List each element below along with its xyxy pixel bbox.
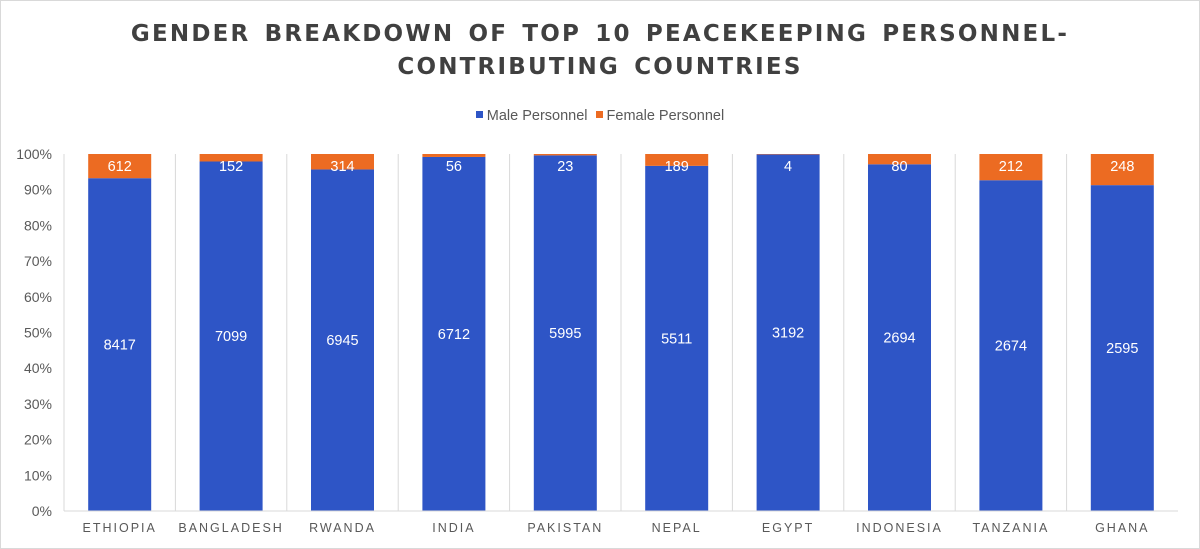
bar-male <box>1090 185 1154 511</box>
bar-female <box>645 154 709 166</box>
legend-label-male: Male Personnel <box>486 108 588 124</box>
bar-female <box>1090 154 1154 186</box>
bar-male <box>199 161 263 512</box>
y-tick-label: 20% <box>24 432 52 448</box>
y-tick-label: 30% <box>24 396 52 412</box>
bar-male <box>756 154 820 511</box>
chart-title-line-1: GENDER BREAKDOWN OF TOP 10 PEACEKEEPING … <box>130 21 1070 47</box>
bar-male <box>88 178 152 511</box>
bar-female <box>311 154 374 170</box>
legend-swatch-male <box>475 111 483 118</box>
bar-female <box>979 154 1043 181</box>
y-tick-label: 10% <box>24 467 52 483</box>
y-tick-label: 70% <box>24 253 52 269</box>
bar-male <box>422 156 486 511</box>
data-label-male: 5511 <box>661 331 692 347</box>
x-tick-label: NEPAL <box>652 521 702 535</box>
bar-female <box>88 154 152 179</box>
data-label-female: 314 <box>330 159 354 175</box>
legend-label-female: Female Personnel <box>606 108 725 124</box>
data-label-male: 5995 <box>549 326 581 342</box>
bar-female <box>533 154 597 156</box>
bar-female <box>199 154 263 162</box>
bar-female <box>422 154 486 157</box>
legend-item-female: Female Personnel <box>595 108 725 124</box>
x-tick-label: INDONESIA <box>856 521 943 535</box>
data-label-male: 6945 <box>326 333 358 349</box>
legend-swatch-female <box>595 111 603 118</box>
bar-male <box>645 165 709 511</box>
y-tick-label: 0% <box>32 503 52 519</box>
data-label-male: 2674 <box>995 339 1027 355</box>
x-tick-label: EGYPT <box>762 521 814 535</box>
data-label-male: 6712 <box>438 327 470 343</box>
data-label-female: 612 <box>108 159 132 175</box>
y-tick-label: 40% <box>24 360 52 376</box>
x-tick-label: INDIA <box>432 521 475 535</box>
x-tick-label: ETHIOPIA <box>83 521 157 535</box>
data-label-female: 248 <box>1110 159 1134 175</box>
data-label-female: 23 <box>557 159 573 175</box>
y-tick-label: 60% <box>24 289 52 305</box>
bar-male <box>868 164 931 512</box>
y-tick-label: 50% <box>24 325 52 341</box>
bar-male <box>533 155 597 511</box>
data-label-male: 2595 <box>1106 341 1138 357</box>
chart-title-line-2: CONTRIBUTING COUNTRIES <box>397 54 803 80</box>
bar-female <box>868 154 931 165</box>
data-label-male: 7099 <box>215 329 247 345</box>
x-tick-label: TANZANIA <box>972 521 1049 535</box>
data-label-male: 3192 <box>772 326 804 342</box>
data-label-male: 2694 <box>883 331 915 347</box>
data-label-female: 212 <box>999 159 1023 175</box>
y-tick-label: 100% <box>16 146 52 162</box>
x-tick-label: GHANA <box>1095 521 1149 535</box>
data-label-female: 4 <box>784 159 792 175</box>
x-tick-label: PAKISTAN <box>527 521 603 535</box>
legend-item-male: Male Personnel <box>475 108 588 124</box>
data-label-female: 80 <box>891 159 907 175</box>
chart-title: GENDER BREAKDOWN OF TOP 10 PEACEKEEPING … <box>0 18 1200 84</box>
x-tick-label: BANGLADESH <box>178 521 283 535</box>
data-label-male: 8417 <box>104 338 136 354</box>
legend: Male Personnel Female Personnel <box>0 108 1200 124</box>
data-label-female: 189 <box>665 159 689 175</box>
bar-male <box>979 180 1043 511</box>
x-tick-label: RWANDA <box>309 521 376 535</box>
data-label-female: 152 <box>219 159 243 175</box>
bar-male <box>311 169 374 511</box>
y-tick-label: 90% <box>24 182 52 198</box>
y-tick-label: 80% <box>24 217 52 233</box>
data-label-female: 56 <box>446 159 462 175</box>
